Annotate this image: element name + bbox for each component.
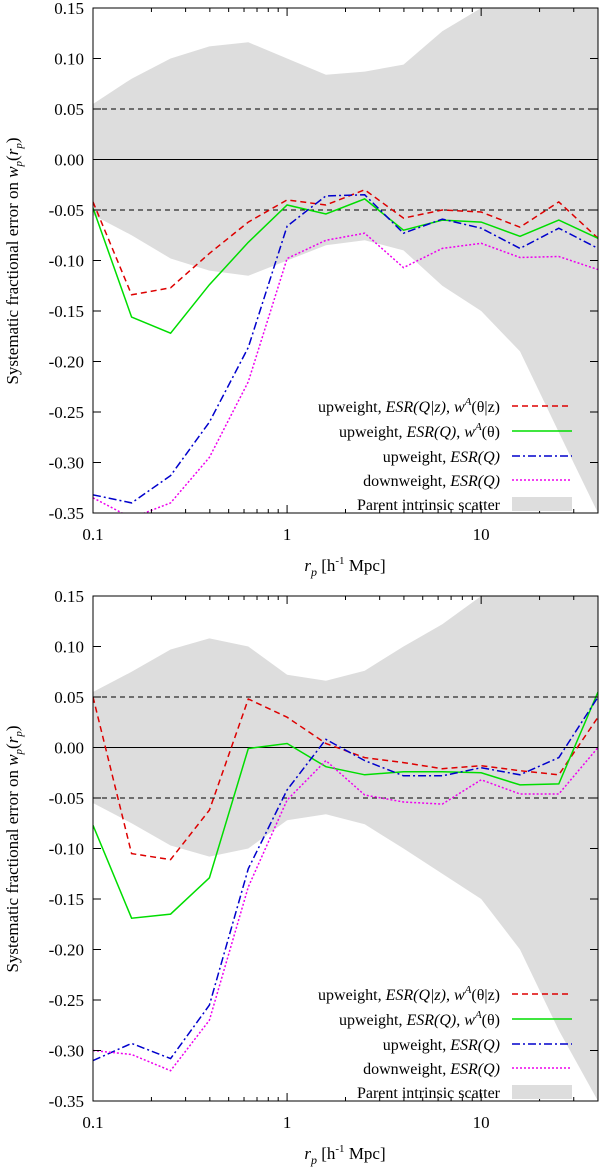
y-tick-label: 0.05 [54,688,84,707]
x-minor-ticks [150,8,599,513]
chart-top: 0.15 0.10 0.05 0.00 -0.05 -0.10 -0.15 -0.20 -0.2… [3,0,599,579]
series-line-2 [93,198,598,335]
chart-panel-top: 0.15 0.10 0.05 0.00 -0.05 -0.10 -0.15 -0.20 -0.2… [3,0,599,579]
legend-label: downweight, ESR(Q) [363,1061,500,1078]
series-line-3 [93,194,598,504]
y-tick-label: -0.10 [49,840,84,859]
x-tick-label: 1 [283,1113,292,1132]
legend-label: upweight, ESR(Q|z), wA(θ|z) [318,984,500,1004]
legend-label: upweight, ESR(Q) [383,449,500,466]
series-line-3 [93,696,598,1062]
legend-swatch-band [512,1085,572,1099]
intrinsic-scatter-band [93,596,598,1101]
x-tick-label: 0.1 [82,525,103,544]
x-axis-label: rp [h-1 Mpc] [304,1143,385,1167]
series-line-4 [93,747,598,1072]
y-tick-label: -0.05 [49,789,84,808]
plot-area [93,596,598,1101]
y-tick-label: -0.30 [49,1042,84,1061]
y-tick-label: -0.25 [49,403,84,422]
y-tick-label: -0.35 [49,504,84,523]
y-tick-label: -0.15 [49,890,84,909]
y-axis-label: Systematic fractional error on wp(rp) [3,725,25,972]
legend-label: upweight, ESR(Q), wA(θ) [339,421,500,441]
legend-label: upweight, ESR(Q) [383,1037,500,1054]
y-tick-label: -0.30 [49,454,84,473]
y-tick-label: -0.15 [49,302,84,321]
y-tick-label: 0.15 [54,588,84,606]
y-tick-label: 0.00 [54,739,84,758]
legend-label: upweight, ESR(Q|z), wA(θ|z) [318,396,500,416]
y-tick-label: 0.10 [54,638,84,657]
y-tick-label: -0.20 [49,941,84,960]
legend-label: downweight, ESR(Q) [363,473,500,490]
legend-swatch-band [512,497,572,511]
y-tick-label: -0.35 [49,1092,84,1111]
y-tick-label: 0.15 [54,0,84,18]
y-axis-label: Systematic fractional error on wp(rp) [3,137,25,384]
x-axis-label: rp [h-1 Mpc] [304,555,385,579]
intrinsic-scatter-band [93,8,598,513]
legend-label: upweight, ESR(Q), wA(θ) [339,1009,500,1029]
y-tick-label: 0.10 [54,50,84,69]
plot-area [93,8,598,513]
legend-label: Parent intrinsic scatter [357,1085,501,1102]
chart-panel-bottom: 0.15 0.10 0.05 0.00 -0.05 -0.10 -0.15 -0.20 -0.2… [0,588,600,1176]
x-tick-label: 10 [473,525,490,544]
legend-label: Parent intrinsic scatter [357,497,501,514]
chart-bottom: 0.15 0.10 0.05 0.00 -0.05 -0.10 -0.15 -0.20 -0.2… [3,588,599,1167]
x-tick-label: 1 [283,525,292,544]
x-tick-label: 0.1 [82,1113,103,1132]
y-tick-label: 0.05 [54,100,84,119]
legend: upweight, ESR(Q|z), wA(θ|z) upweight, ESR… [318,984,572,1102]
y-tick-label: 0.00 [54,151,84,170]
y-tick-label: -0.25 [49,991,84,1010]
y-tick-label: -0.05 [49,201,84,220]
series-line-2 [93,691,598,920]
x-tick-label: 10 [473,1113,490,1132]
y-tick-label: -0.10 [49,252,84,271]
y-tick-label: -0.20 [49,353,84,372]
legend: upweight, ESR(Q|z), wA(θ|z) upweight, ESR… [318,396,572,514]
